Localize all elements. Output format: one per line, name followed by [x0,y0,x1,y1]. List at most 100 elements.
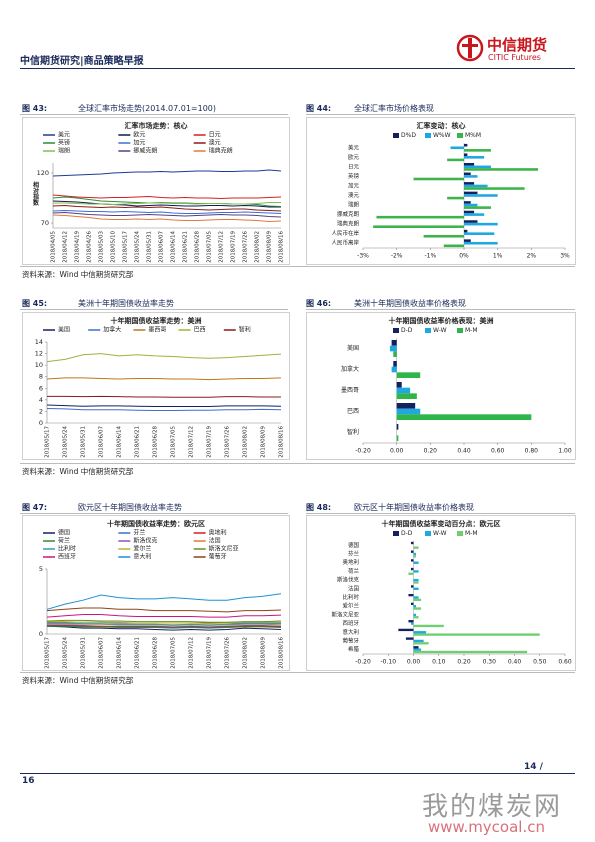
header-title: 中信期货研究|商品策略早报 [20,56,144,67]
bar [464,210,475,214]
figure-caption: 全球汇率市场走势(2014.07.01=100) [78,104,217,113]
figure-caption: 全球汇率市场价格表现 [354,104,434,113]
x-tick-label: 2018/05/31 [81,637,87,669]
bar [373,225,464,229]
legend-label: 葡萄牙 [209,553,227,561]
bar [413,613,417,617]
x-tick-label: 2018/06/21 [183,231,189,263]
legend-label: 德国 [58,529,70,537]
x-tick-label: 2018/08/16 [279,426,285,458]
bar [443,244,464,248]
series-line [46,593,282,610]
legend-label: 瑞朗 [58,147,70,155]
x-tick-label: 2018/07/26 [225,426,231,458]
category-label: 加拿大 [341,365,359,373]
bar [464,201,471,204]
x-tick-label: 0.40 [457,448,471,455]
y-tick-label: 14 [35,338,43,346]
x-tick-label: 0.80 [525,448,539,455]
x-tick-label: 2018/07/19 [231,231,237,263]
legend-label: W-W [433,530,447,537]
series-line [47,625,282,629]
header-rule [20,68,575,69]
bar [410,541,414,545]
figure-number: 图 47: [22,503,48,512]
figure-number: 图 45: [22,299,48,308]
category-label: 比利时 [342,593,359,601]
x-tick-label: 2018/08/02 [243,426,249,458]
x-tick-label: -0.20 [355,448,371,455]
legend-label: 荷兰 [58,537,70,545]
legend-swatch [393,328,399,333]
x-tick-label: -0.20 [355,659,371,666]
x-tick-label: 2018/07/19 [207,637,213,669]
legend-label: W-W [433,327,447,334]
legend-label: 法国 [209,537,221,545]
x-tick-label: 2018/08/02 [243,637,249,669]
x-tick-label: 2018/06/28 [195,231,201,263]
x-tick-label: 2018/06/28 [153,426,159,458]
x-tick-label: 2018/08/16 [279,637,285,669]
series-line [52,204,282,212]
x-tick-label: 2018/05/24 [135,231,141,263]
series-line [53,202,281,206]
source-note: 资料来源：Wind 中信期货研究部 [22,467,134,476]
bar [464,182,475,185]
x-tick-label: 2018/06/21 [135,426,141,458]
bar [413,598,422,602]
legend-label: 澳元 [209,139,221,147]
legend-swatch [425,531,431,536]
bar [464,165,491,169]
series-line [52,211,282,218]
figure-number: 图 46: [306,299,332,308]
series-line [46,377,282,381]
bar [464,156,485,159]
chart-title: 十年期国债收益率走势：欧元区 [107,519,205,528]
series-line [52,200,281,208]
category-label: 挪威克朗 [337,210,360,218]
bar [410,585,414,588]
bar [413,616,419,619]
x-tick-label: 2018/07/26 [225,637,231,669]
category-label: 智利 [347,428,359,436]
bar [413,555,417,558]
legend-label: W%W [433,132,451,139]
watermark-url: www.mycoal.cn [428,818,545,836]
bar [410,622,414,625]
bar [396,423,399,430]
category-label: 日元 [348,163,360,170]
figure-caption: 美洲十年期国债收益率走势 [78,299,174,308]
y-tick-label: 0 [39,630,43,638]
bar [376,215,464,219]
chart-title: 十年期国债收益率走势：美洲 [111,316,202,325]
bar [464,194,498,197]
bar [396,381,402,388]
x-tick-label: -3% [357,253,369,260]
chart: 十年期国债收益率价格表现：美洲 D-D W-W M-M -0.20 0.00 0.20 0.4… [306,312,576,460]
chart-title: 十年期国债收益率价格表现：美洲 [389,316,494,325]
series-line [47,623,282,627]
category-label: 瑞朗 [348,201,360,209]
x-tick-label: 0.20 [457,659,471,666]
x-tick-label: 0.10 [432,659,446,666]
category-label: 美国 [347,344,359,352]
bar [413,642,429,645]
bar [464,149,491,152]
x-tick-label: 2018/07/12 [189,637,195,669]
series-line [52,214,282,223]
x-tick-label: 1% [493,253,503,260]
bar [413,624,444,628]
series-line [46,619,282,623]
x-tick-label: 2018/06/21 [135,637,141,669]
bar [413,561,419,564]
legend-label: 芬兰 [133,529,145,537]
bar [410,567,414,571]
category-label: 芬兰 [348,550,360,558]
x-tick-label: 0.60 [558,659,572,666]
figure-number: 图 44: [306,104,332,113]
legend-swatch [457,133,463,138]
bar [447,196,464,200]
caption-rule [20,513,288,514]
